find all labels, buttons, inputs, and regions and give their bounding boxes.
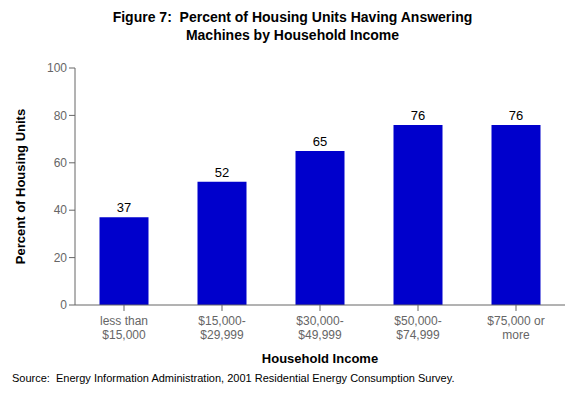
svg-text:80: 80 (54, 109, 68, 123)
svg-text:$50,000-$74,999: $50,000-$74,999 (394, 314, 441, 342)
svg-text:Percent of Housing Units: Percent of Housing Units (13, 109, 28, 264)
svg-text:76: 76 (411, 108, 425, 123)
svg-text:76: 76 (509, 108, 523, 123)
svg-text:$30,000-$49,999: $30,000-$49,999 (296, 314, 343, 342)
svg-text:65: 65 (313, 134, 327, 149)
svg-text:$15,000-$29,999: $15,000-$29,999 (198, 314, 245, 342)
svg-text:52: 52 (215, 165, 229, 180)
html-text:Machines by Household Income: Machines by Household Income (185, 27, 400, 43)
svg-text:less than$15,000: less than$15,000 (100, 314, 148, 342)
svg-text:100: 100 (47, 61, 67, 75)
svg-text:40: 40 (54, 203, 68, 217)
svg-text:Household Income: Household Income (262, 351, 378, 366)
svg-text:60: 60 (54, 156, 68, 170)
svg-text:0: 0 (60, 298, 67, 312)
html-text:Figure 7: Percent of Housing U: Figure 7: Percent of Housing Units Havin… (112, 9, 473, 25)
svg-text:20: 20 (54, 251, 68, 265)
html-text:Source: Energy Information Adm: Source: Energy Information Administratio… (12, 372, 455, 384)
svg-text:$75,000 ormore: $75,000 ormore (487, 314, 544, 342)
svg-text:37: 37 (117, 200, 131, 215)
